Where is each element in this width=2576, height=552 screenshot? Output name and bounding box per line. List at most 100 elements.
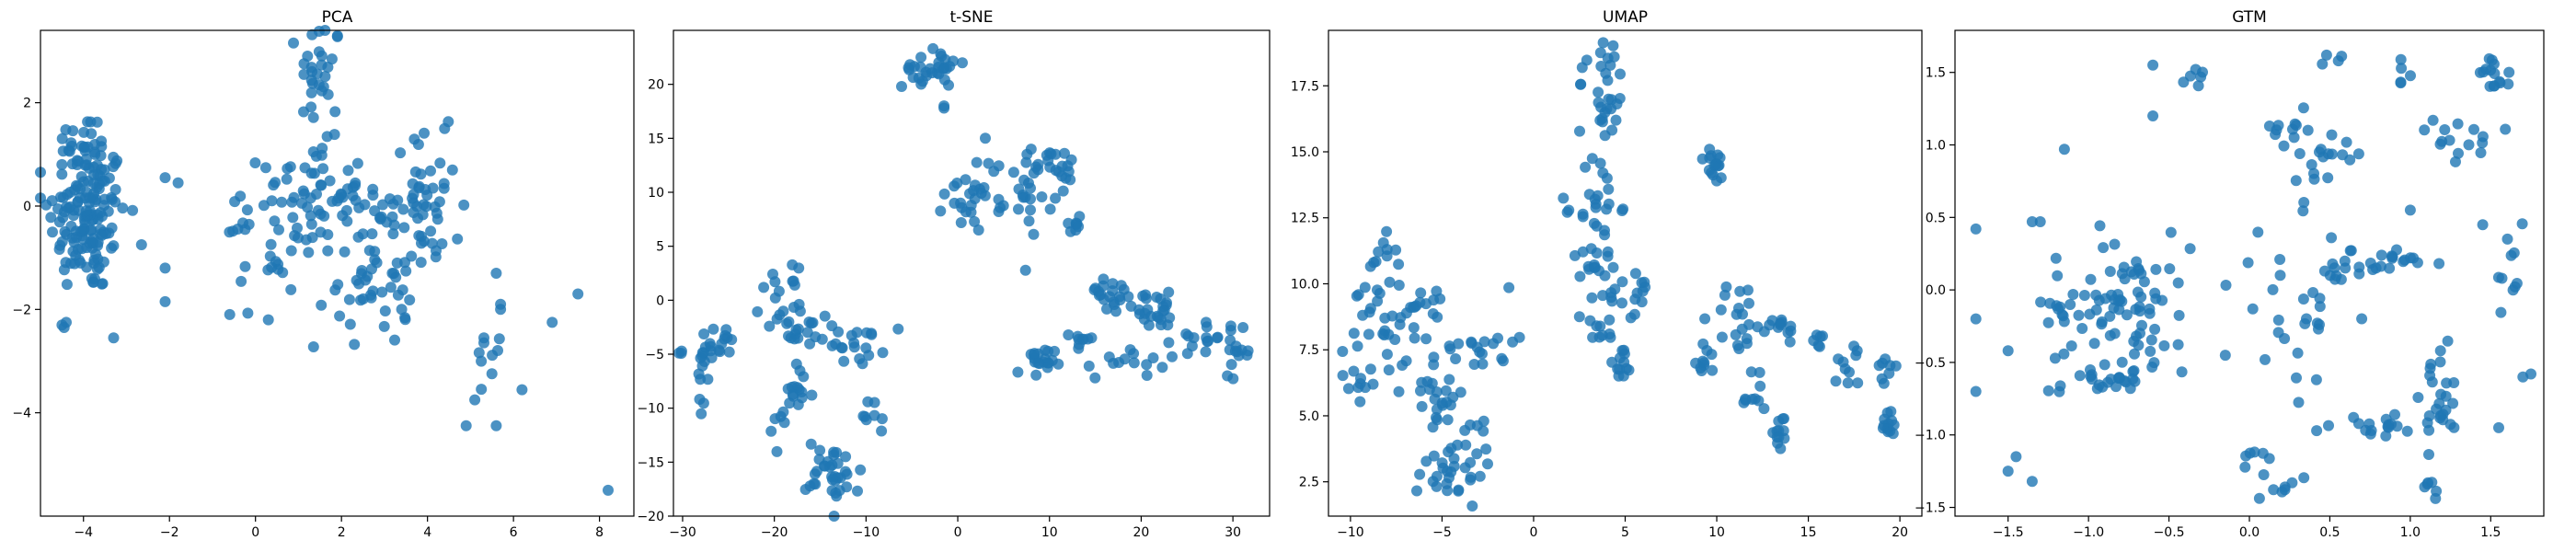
y-tick-label: 15 <box>648 132 664 146</box>
data-point <box>2475 147 2487 158</box>
data-point <box>1049 345 1061 357</box>
data-point <box>1604 314 1616 326</box>
data-point <box>1141 359 1153 371</box>
data-point <box>546 316 558 328</box>
data-point <box>951 178 963 189</box>
data-point <box>2290 120 2302 132</box>
data-point <box>2065 340 2077 351</box>
data-point <box>1814 330 1826 342</box>
chart-title: GTM <box>2232 8 2267 27</box>
data-point <box>2444 419 2456 431</box>
data-point <box>794 365 806 376</box>
data-point <box>2382 420 2394 432</box>
data-point <box>819 310 831 322</box>
data-point <box>784 397 796 409</box>
data-point <box>159 295 171 307</box>
data-point <box>315 226 327 238</box>
data-point <box>439 122 451 134</box>
data-point <box>1030 369 1042 381</box>
data-point <box>1842 377 1854 389</box>
data-point <box>1072 330 1084 342</box>
data-point <box>1616 297 1627 309</box>
data-point <box>493 333 505 345</box>
data-point <box>1699 313 1711 325</box>
data-point <box>833 326 845 338</box>
data-point <box>351 157 363 169</box>
data-point <box>2398 256 2409 268</box>
data-point <box>1408 322 1420 334</box>
data-point <box>838 355 850 367</box>
data-point <box>490 268 502 279</box>
data-point <box>1050 192 1062 204</box>
data-point <box>1063 329 1075 340</box>
data-point <box>765 425 777 437</box>
data-point <box>425 225 437 237</box>
data-point <box>1496 352 1508 364</box>
data-point <box>1615 68 1626 80</box>
data-point <box>159 172 171 184</box>
data-point <box>82 116 94 128</box>
data-point <box>1028 228 1040 240</box>
data-point <box>1606 356 1618 368</box>
data-point <box>106 242 118 254</box>
data-point <box>395 147 407 159</box>
data-point <box>2247 303 2259 315</box>
data-point <box>2146 362 2158 373</box>
data-point <box>265 238 277 250</box>
data-point <box>1558 192 1570 204</box>
y-tick-label: 5.0 <box>1299 409 1319 424</box>
data-point <box>56 132 68 144</box>
data-point <box>331 30 343 42</box>
x-tick-label: −1.5 <box>1993 525 2024 540</box>
x-tick-label: 4 <box>423 525 431 540</box>
data-point <box>832 457 844 469</box>
data-point <box>273 224 284 236</box>
data-point <box>1089 372 1101 384</box>
data-point <box>2149 323 2161 335</box>
data-point <box>282 163 293 175</box>
data-point <box>2272 314 2284 326</box>
data-point <box>1389 334 1401 345</box>
data-point <box>1088 284 1100 295</box>
data-point <box>810 478 822 490</box>
data-point <box>2389 408 2400 420</box>
data-point <box>2419 124 2431 136</box>
data-point <box>2293 397 2305 408</box>
data-point <box>2301 313 2312 325</box>
data-point <box>2294 148 2306 159</box>
data-point <box>788 333 800 345</box>
x-tick-label: −5 <box>1432 525 1452 540</box>
data-point <box>2395 53 2407 65</box>
data-point <box>237 217 248 229</box>
data-point <box>2176 366 2188 378</box>
data-point <box>1628 308 1640 320</box>
data-point <box>2173 309 2185 321</box>
data-point <box>1453 485 1465 497</box>
data-point <box>1465 456 1477 468</box>
data-point <box>938 74 950 86</box>
data-point <box>1698 357 1710 369</box>
data-point <box>1465 471 1477 483</box>
y-tick-label: 20 <box>648 78 664 93</box>
data-point <box>1012 366 1024 378</box>
data-point <box>778 417 790 429</box>
data-point <box>1137 290 1149 302</box>
data-point <box>2279 333 2291 344</box>
data-point <box>2431 485 2443 497</box>
data-point <box>1025 144 1037 155</box>
data-point <box>303 247 315 259</box>
data-point <box>2093 379 2105 391</box>
data-point <box>2260 353 2271 365</box>
data-point <box>1591 247 1603 259</box>
data-point <box>1707 364 1719 376</box>
data-point <box>1450 353 1462 364</box>
data-point <box>915 52 927 63</box>
data-point <box>82 141 94 153</box>
data-point <box>473 347 485 359</box>
data-point <box>788 302 799 313</box>
data-point <box>64 201 76 213</box>
data-point <box>863 350 875 362</box>
data-point <box>1601 172 1613 184</box>
data-point <box>1970 385 1982 397</box>
data-point <box>305 62 317 74</box>
